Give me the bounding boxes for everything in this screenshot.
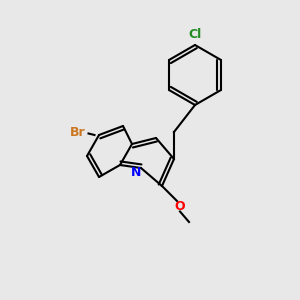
- Text: Br: Br: [70, 125, 86, 139]
- Text: Cl: Cl: [188, 28, 202, 40]
- Text: O: O: [175, 200, 185, 214]
- Text: N: N: [131, 166, 142, 179]
